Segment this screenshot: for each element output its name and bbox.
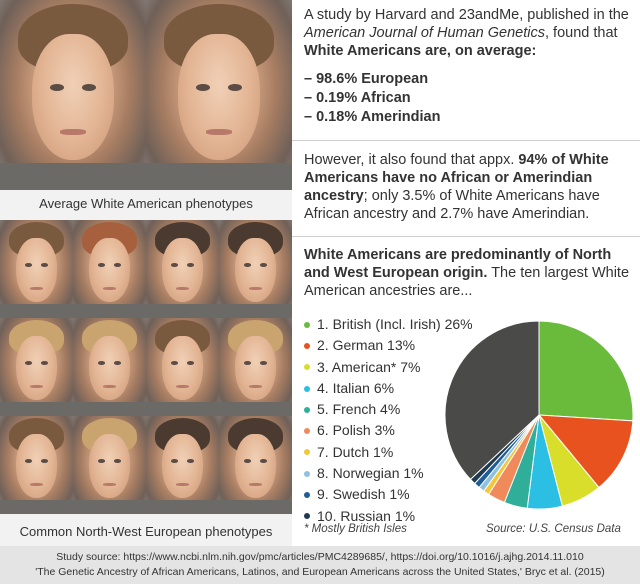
face-image [73, 220, 146, 318]
list-item: – 0.18% Amerindian [304, 109, 441, 125]
text: The ten largest White American ancestrie… [304, 265, 630, 299]
average-ancestry-list: – 98.6% European – 0.19% African – 0.18%… [304, 70, 634, 127]
face-image [219, 318, 292, 416]
legend-item: 5. French 4% [304, 399, 504, 420]
pie-slice [538, 320, 634, 422]
source-line: 'The Genetic Ancestry of African America… [35, 566, 605, 578]
legend-label: 4. Italian 6% [317, 379, 395, 396]
face-image [73, 318, 146, 416]
face-image [146, 416, 219, 514]
average-male-face-image [0, 0, 146, 190]
legend-item: 3. American* 7% [304, 357, 504, 378]
phenotype-montage: Average White American phenotypes Common… [0, 0, 292, 546]
legend-swatch [304, 385, 310, 392]
caption-average-phenotypes: Average White American phenotypes [39, 196, 253, 211]
source-line: Study source: https://www.ncbi.nlm.nih.g… [56, 551, 584, 563]
info-panel: A study by Harvard and 23andMe, publishe… [292, 0, 640, 546]
text-bold: 94% of White Americans have no African o… [304, 152, 609, 204]
chart-legend: 1. British (Incl. Irish) 26% 2. German 13… [304, 314, 504, 527]
legend-swatch [304, 364, 310, 371]
legend-item: 9. Swedish 1% [304, 484, 504, 505]
legend-label: 2. German 13% [317, 337, 416, 354]
legend-label: 9. Swedish 1% [317, 486, 410, 503]
pie-slice [537, 414, 634, 489]
face-image [146, 220, 219, 318]
face-image [219, 220, 292, 318]
text: However, it also found that appx. [304, 152, 519, 168]
legend-swatch [304, 513, 310, 520]
face-image [0, 220, 73, 318]
legend-label: 5. French 4% [317, 401, 401, 418]
list-item: – 0.19% African [304, 90, 411, 106]
legend-label: 1. British (Incl. Irish) 26% [317, 316, 473, 332]
legend-label: 6. Polish 3% [317, 422, 395, 439]
legend-item: 6. Polish 3% [304, 420, 504, 441]
legend-swatch [304, 406, 310, 413]
divider [292, 236, 640, 237]
pie-slice-other [444, 320, 540, 481]
legend-item: 8. Norwegian 1% [304, 463, 504, 484]
legend-label: 3. American* 7% [317, 358, 421, 375]
legend-swatch [304, 492, 310, 499]
study-summary: A study by Harvard and 23andMe, publishe… [304, 6, 634, 127]
list-item: – 98.6% European [304, 71, 429, 87]
legend-item: 10. Russian 1% [304, 506, 504, 527]
footnote: * Mostly British Isles [304, 523, 407, 535]
text: ; only 3.5% of White Americans have Afri… [304, 188, 600, 222]
legend-item: 4. Italian 6% [304, 378, 504, 399]
legend-label: 10. Russian 1% [317, 507, 416, 524]
legend-swatch [304, 342, 310, 349]
legend-swatch [304, 321, 310, 328]
legend-swatch [304, 449, 310, 456]
face-image [146, 318, 219, 416]
text-bold: White Americans are predominantly of Nor… [304, 247, 612, 281]
ancestry-note: However, it also found that appx. 94% of… [304, 151, 634, 223]
divider [292, 140, 640, 141]
average-female-face-image [146, 0, 292, 190]
face-image [0, 416, 73, 514]
legend-item: 1. British (Incl. Irish) 26% [304, 314, 504, 335]
legend-swatch [304, 428, 310, 435]
legend-label: 7. Dutch 1% [317, 443, 394, 460]
ancestry-pie-chart [444, 320, 634, 510]
journal-name: American Journal of Human Genetics [304, 25, 545, 41]
study-source-footer: Study source: https://www.ncbi.nlm.nih.g… [0, 546, 640, 584]
text-bold: White Americans are, on average: [304, 43, 537, 59]
source-note: Source: U.S. Census Data [486, 523, 621, 535]
legend-item: 7. Dutch 1% [304, 442, 504, 463]
face-image [0, 318, 73, 416]
text: A study by Harvard and 23andMe, publishe… [304, 7, 629, 23]
face-image [73, 416, 146, 514]
caption-northwest-phenotypes: Common North-West European phenotypes [19, 524, 273, 539]
legend-label: 8. Norwegian 1% [317, 465, 424, 482]
face-image [219, 416, 292, 514]
legend-swatch [304, 470, 310, 477]
text: , found that [544, 25, 618, 41]
origin-note: White Americans are predominantly of Nor… [304, 246, 634, 300]
legend-item: 2. German 13% [304, 335, 504, 356]
